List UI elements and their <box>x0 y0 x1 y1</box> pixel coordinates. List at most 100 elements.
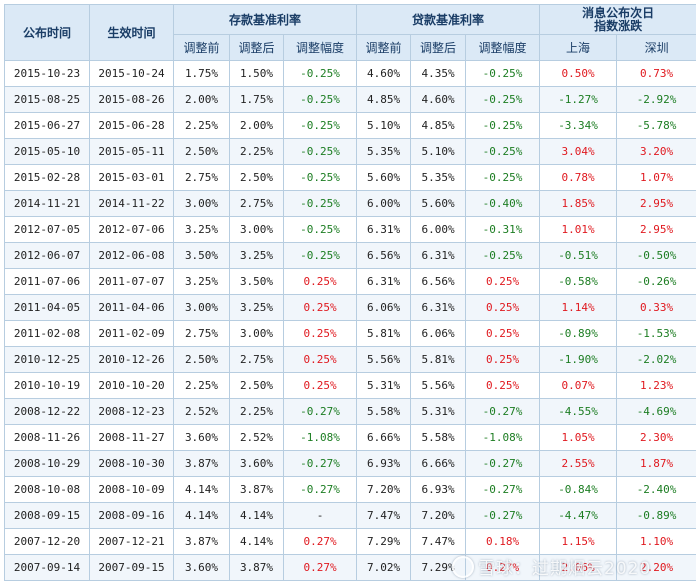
cell-loan-after: 6.56% <box>410 268 467 295</box>
cell-deposit-change: -0.25% <box>282 164 358 191</box>
cell-deposit-before: 3.50% <box>173 242 230 269</box>
cell-shenzhen-change: 1.23% <box>616 372 696 399</box>
col-group-index-change: 消息公布次日 指数涨跌 <box>539 4 696 35</box>
col-deposit-before: 调整前 <box>173 34 230 61</box>
cell-deposit-before: 2.25% <box>173 372 230 399</box>
cell-loan-after: 5.10% <box>410 138 467 165</box>
cell-deposit-before: 3.60% <box>173 424 230 451</box>
cell-shanghai-change: -4.47% <box>539 502 618 529</box>
cell-deposit-after: 3.87% <box>229 476 284 503</box>
cell-deposit-before: 3.00% <box>173 190 230 217</box>
table-row: 2015-08-25 2015-08-26 2.00% 1.75% -0.25% 4.85… <box>4 86 696 113</box>
cell-shanghai-change: -0.51% <box>539 242 618 269</box>
cell-shenzhen-change: -4.69% <box>616 398 696 425</box>
cell-loan-before: 4.85% <box>356 86 412 113</box>
cell-loan-after: 6.93% <box>410 476 467 503</box>
cell-announce-date: 2007-09-14 <box>4 554 90 581</box>
cell-loan-change: -0.25% <box>465 112 541 139</box>
cell-shanghai-change: 2.55% <box>539 450 618 477</box>
cell-deposit-before: 3.60% <box>173 554 230 581</box>
cell-deposit-after: 2.25% <box>229 398 284 425</box>
cell-loan-before: 7.20% <box>356 476 412 503</box>
cell-deposit-change: -0.27% <box>282 476 358 503</box>
cell-shenzhen-change: -0.50% <box>616 242 696 269</box>
cell-loan-after: 6.31% <box>410 294 467 321</box>
cell-loan-after: 7.20% <box>410 502 467 529</box>
cell-effective-date: 2008-11-27 <box>89 424 174 451</box>
col-group-loan-rate: 贷款基准利率 <box>356 4 541 35</box>
table-row: 2010-12-25 2010-12-26 2.50% 2.75% 0.25% 5.56%… <box>4 346 696 373</box>
cell-loan-change: -0.25% <box>465 242 541 269</box>
cell-deposit-before: 2.75% <box>173 164 230 191</box>
cell-loan-before: 5.60% <box>356 164 412 191</box>
table-row: 2008-10-08 2008-10-09 4.14% 3.87% -0.27% 7.20… <box>4 476 696 503</box>
cell-loan-change: -0.27% <box>465 450 541 477</box>
table-body: 2015-10-23 2015-10-24 1.75% 1.50% -0.25% 4.60… <box>4 60 696 581</box>
col-loan-change: 调整幅度 <box>465 34 541 61</box>
cell-shanghai-change: 0.78% <box>539 164 618 191</box>
cell-shanghai-change: 1.85% <box>539 190 618 217</box>
cell-deposit-change: -1.08% <box>282 424 358 451</box>
cell-deposit-after: 2.75% <box>229 190 284 217</box>
cell-effective-date: 2008-10-09 <box>89 476 174 503</box>
cell-deposit-after: 3.25% <box>229 242 284 269</box>
cell-deposit-before: 4.14% <box>173 502 230 529</box>
cell-shenzhen-change: -1.53% <box>616 320 696 347</box>
cell-deposit-before: 3.87% <box>173 528 230 555</box>
cell-loan-before: 6.06% <box>356 294 412 321</box>
cell-effective-date: 2010-10-20 <box>89 372 174 399</box>
watermark-text: 雪球：过期烟云2020 <box>478 559 652 579</box>
cell-shanghai-change: 0.50% <box>539 60 618 87</box>
cell-deposit-before: 2.50% <box>173 346 230 373</box>
cell-deposit-change: -0.27% <box>282 450 358 477</box>
cell-shanghai-change: -0.89% <box>539 320 618 347</box>
cell-deposit-before: 2.52% <box>173 398 230 425</box>
col-deposit-after: 调整后 <box>229 34 284 61</box>
cell-deposit-after: 2.52% <box>229 424 284 451</box>
cell-loan-before: 4.60% <box>356 60 412 87</box>
cell-shenzhen-change: 1.10% <box>616 528 696 555</box>
rate-history-table: 公布时间 生效时间 存款基准利率 贷款基准利率 消息公布次日 指数涨跌 调整前 … <box>4 4 696 581</box>
col-group-deposit-rate: 存款基准利率 <box>172 4 358 35</box>
cell-loan-before: 6.93% <box>356 450 412 477</box>
cell-shanghai-change: 0.07% <box>539 372 618 399</box>
table-row: 2010-10-19 2010-10-20 2.25% 2.50% 0.25% 5.31%… <box>4 372 696 399</box>
cell-effective-date: 2008-10-30 <box>89 450 174 477</box>
cell-shanghai-change: -0.58% <box>539 268 618 295</box>
cell-loan-change: 0.25% <box>465 372 541 399</box>
cell-deposit-before: 2.50% <box>173 138 230 165</box>
cell-loan-after: 6.06% <box>410 320 467 347</box>
cell-loan-after: 5.56% <box>410 372 467 399</box>
cell-shenzhen-change: 0.73% <box>616 60 696 87</box>
cell-deposit-before: 2.25% <box>173 112 230 139</box>
cell-announce-date: 2007-12-20 <box>4 528 90 555</box>
col-effective-time: 生效时间 <box>89 4 174 61</box>
cell-deposit-change: -0.25% <box>282 190 358 217</box>
cell-effective-date: 2010-12-26 <box>89 346 174 373</box>
cell-loan-after: 6.31% <box>410 242 467 269</box>
cell-loan-change: -0.27% <box>465 476 541 503</box>
cell-shanghai-change: -3.34% <box>539 112 618 139</box>
cell-announce-date: 2011-02-08 <box>4 320 90 347</box>
cell-loan-before: 7.47% <box>356 502 412 529</box>
cell-shenzhen-change: 2.95% <box>616 190 696 217</box>
cell-announce-date: 2011-07-06 <box>4 268 90 295</box>
table-row: 2012-06-07 2012-06-08 3.50% 3.25% -0.25% 6.56… <box>4 242 696 269</box>
cell-loan-before: 5.31% <box>356 372 412 399</box>
cell-effective-date: 2014-11-22 <box>89 190 174 217</box>
cell-deposit-change: 0.25% <box>282 320 358 347</box>
cell-shanghai-change: 1.15% <box>539 528 618 555</box>
cell-loan-change: 0.25% <box>465 320 541 347</box>
cell-loan-change: 0.27% <box>465 554 541 581</box>
cell-effective-date: 2008-12-23 <box>89 398 174 425</box>
table-row: 2011-02-08 2011-02-09 2.75% 3.00% 0.25% 5.81%… <box>4 320 696 347</box>
cell-announce-date: 2011-04-05 <box>4 294 90 321</box>
cell-effective-date: 2012-07-06 <box>89 216 174 243</box>
cell-deposit-change: -0.25% <box>282 216 358 243</box>
cell-shenzhen-change: -0.26% <box>616 268 696 295</box>
cell-loan-after: 4.35% <box>410 60 467 87</box>
cell-loan-before: 5.81% <box>356 320 412 347</box>
cell-loan-change: -0.31% <box>465 216 541 243</box>
cell-loan-after: 5.35% <box>410 164 467 191</box>
cell-deposit-after: 2.25% <box>229 138 284 165</box>
